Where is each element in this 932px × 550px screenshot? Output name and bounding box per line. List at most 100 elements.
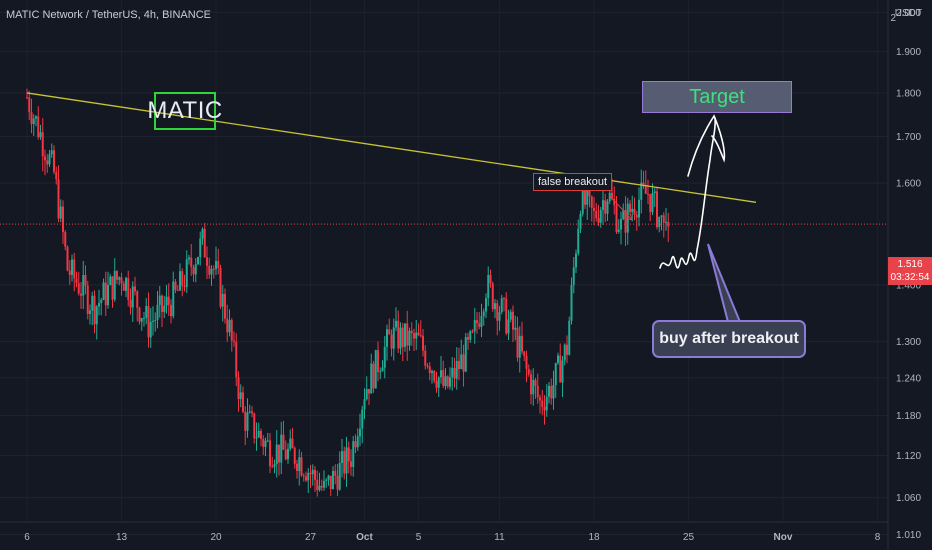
candle-body <box>406 323 409 346</box>
candle-body <box>226 318 229 333</box>
candle-body <box>550 385 553 399</box>
candle-body <box>626 203 629 233</box>
candle-body <box>631 208 634 212</box>
candle-body <box>147 306 150 338</box>
candle-body <box>120 277 123 284</box>
candle-body <box>230 320 233 341</box>
candle-body <box>109 276 112 285</box>
candle-body <box>390 334 393 349</box>
candle-body <box>192 267 195 275</box>
candle-body <box>143 317 145 319</box>
candle-body <box>44 156 46 161</box>
candle-body <box>291 438 294 449</box>
candle-body <box>644 185 647 194</box>
candle-body <box>446 376 449 387</box>
candle-body <box>566 344 568 355</box>
candle-body <box>656 191 658 228</box>
y-tick-label: 1.240 <box>896 373 921 384</box>
candle-body <box>422 335 424 351</box>
candle-body <box>347 447 350 462</box>
candle-body <box>417 332 420 336</box>
candle-body <box>248 411 251 413</box>
candle-body <box>37 116 40 138</box>
y-tick-label: 1.900 <box>896 47 921 58</box>
candle-body <box>352 441 355 467</box>
candle-body <box>116 270 118 280</box>
buy-after-breakout-label: buy after breakout <box>652 320 806 358</box>
candle-body <box>100 299 103 304</box>
candle-body <box>467 337 469 340</box>
projection-arrowhead <box>687 114 726 177</box>
candle-body <box>46 160 49 165</box>
candle-body <box>66 246 69 271</box>
candle-body <box>460 354 463 370</box>
candle-body <box>221 293 224 307</box>
candle-body <box>334 470 337 476</box>
candle-body <box>314 469 316 480</box>
candle-body <box>181 271 184 287</box>
candle-body <box>48 154 51 165</box>
candle-body <box>388 329 391 335</box>
candle-body <box>156 304 159 320</box>
candle-body <box>309 472 312 475</box>
candle-body <box>77 283 80 294</box>
candle-body <box>84 275 87 286</box>
candle-body <box>667 221 670 227</box>
candle-body <box>185 259 188 288</box>
candle-body <box>386 329 388 347</box>
last-price-value: 1.516 <box>897 259 923 270</box>
candle-body <box>246 412 249 431</box>
candle-body <box>134 286 136 292</box>
candle-body <box>658 216 661 228</box>
candle-body <box>604 200 607 214</box>
candle-body <box>359 428 361 437</box>
candle-body <box>496 303 499 321</box>
candle-body <box>431 371 433 374</box>
candle-body <box>278 444 280 463</box>
candle-body <box>136 291 139 308</box>
candle-body <box>161 295 163 313</box>
candle-body <box>253 413 256 439</box>
candle-body <box>552 384 555 399</box>
candle-body <box>264 440 267 447</box>
candle-body <box>217 260 220 269</box>
candle-body <box>622 210 625 220</box>
candle-body <box>138 307 141 322</box>
candle-body <box>75 278 78 284</box>
candle-body <box>581 184 584 214</box>
candle-body <box>152 320 154 322</box>
candle-body <box>82 275 85 296</box>
candle-body <box>597 218 600 223</box>
x-tick-label: 5 <box>416 532 422 543</box>
candle-body <box>543 406 546 411</box>
candle-body <box>127 278 130 300</box>
candle-body <box>176 289 179 291</box>
candle-body <box>316 479 319 491</box>
candle-body <box>642 182 645 186</box>
candle-body <box>584 184 586 205</box>
candle-body <box>401 327 404 347</box>
candle-body <box>332 470 334 490</box>
candle-body <box>559 355 562 383</box>
candle-body <box>512 311 514 330</box>
candle-body <box>611 192 613 200</box>
candle-body <box>93 295 96 325</box>
candle-body <box>64 232 67 247</box>
candle-body <box>273 464 276 467</box>
candle-body <box>383 346 386 368</box>
y-tick-label: 2.000 <box>896 8 921 19</box>
candle-body <box>494 303 496 310</box>
x-tick-label: Oct <box>356 532 373 543</box>
candle-body <box>242 392 244 412</box>
x-tick-label: 8 <box>875 532 881 543</box>
candle-body <box>480 316 483 327</box>
last-price-countdown: 03:32:54 <box>890 272 930 283</box>
candle-body <box>593 207 595 211</box>
candle-body <box>595 210 598 219</box>
candle-body <box>665 221 667 223</box>
x-tick-label: 13 <box>116 532 128 543</box>
candle-body <box>525 355 528 369</box>
candle-body <box>244 411 247 431</box>
candle-body <box>482 311 485 317</box>
